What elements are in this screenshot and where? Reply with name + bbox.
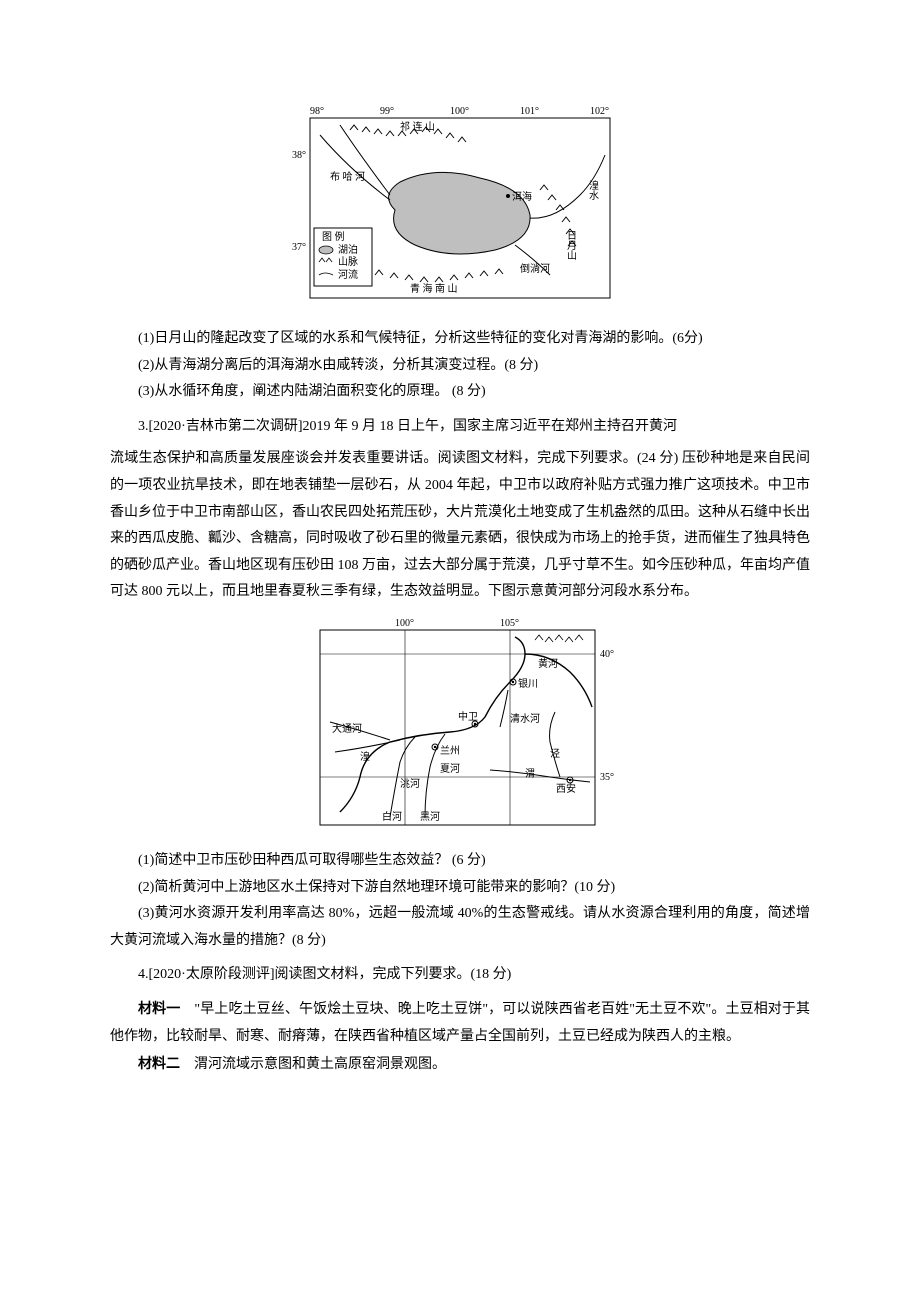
q2-sub3: (3)从水循环角度，阐述内陆湖泊面积变化的原理。 (8 分) <box>110 379 810 406</box>
r-xia: 夏河 <box>440 763 460 775</box>
legend-mtn: 山脉 <box>338 255 358 268</box>
r-qingshui: 清水河 <box>510 712 540 725</box>
label-riyue: 日月山 <box>565 230 577 260</box>
lon-101: 101° <box>520 106 539 117</box>
c-yinchuan: 银川 <box>518 677 538 690</box>
lat-38: 38° <box>292 150 306 161</box>
r-bai: 白河 <box>382 810 402 823</box>
label-erhai: 洱海 <box>512 190 532 203</box>
material-1-label: 材料一 <box>138 1000 180 1016</box>
q4-head: 4.[2020·太原阶段测评]阅读图文材料，完成下列要求。(18 分) <box>110 962 810 989</box>
r-huang: 湟 <box>360 750 370 763</box>
r-tao: 洮河 <box>400 777 420 790</box>
label-qilian: 祁 连 山 <box>400 120 435 133</box>
label-huangshui: 湟水 <box>587 179 599 200</box>
lon-100: 100° <box>450 106 469 117</box>
legend-lake: 湖泊 <box>338 244 358 256</box>
q3-sub3: (3)黄河水资源开发利用率高达 80%，远超一般流域 40%的生态警戒线。请从水… <box>110 901 810 954</box>
label-buha: 布 哈 河 <box>330 170 365 183</box>
label-qinghainan: 青 海 南 山 <box>410 282 458 295</box>
lat-40-2: 40° <box>600 649 614 660</box>
lat-37: 37° <box>292 242 306 253</box>
c-xian: 西安 <box>556 782 576 795</box>
lon-105-2: 105° <box>500 618 519 629</box>
q3-head: 3.[2020·吉林市第二次调研]2019 年 9 月 18 日上午，国家主席习… <box>110 414 810 441</box>
material-2-text: 渭河流域示意图和黄土高原窑洞景观图。 <box>180 1057 446 1072</box>
r-jing: 泾 <box>550 747 560 760</box>
r-hei: 黑河 <box>420 811 440 823</box>
lon-102: 102° <box>590 106 609 117</box>
material-2-label: 材料二 <box>138 1055 180 1071</box>
qinghai-lake-map: 98° 99° 100° 101° 102° 38° 37° 祁 连 山 布 哈… <box>280 100 640 320</box>
q2-sub1: (1)日月山的隆起改变了区域的水系和气候特征，分析这些特征的变化对青海湖的影响。… <box>110 326 810 353</box>
r-huanghe: 黄河 <box>538 657 558 670</box>
yellow-river-map: 100° 105° 40° 35° 黄河 银川 中卫 兰州 <box>300 612 620 842</box>
c-lanzhou: 兰州 <box>440 744 460 757</box>
q3-body: 流域生态保护和高质量发展座谈会并发表重要讲话。阅读图文材料，完成下列要求。(24… <box>110 446 810 606</box>
legend-river: 河流 <box>338 268 358 281</box>
r-datong: 大通河 <box>332 722 362 735</box>
material-1-text: "早上吃土豆丝、午饭烩土豆块、晚上吃土豆饼"，可以说陕西省老百姓"无土豆不欢"。… <box>110 1002 810 1044</box>
q3-sub1: (1)简述中卫市压砂田种西瓜可取得哪些生态效益？ (6 分) <box>110 848 810 875</box>
lat-35-2: 35° <box>600 772 614 783</box>
lon-100-2: 100° <box>395 618 414 629</box>
label-daotang: 倒淌河 <box>520 262 550 275</box>
material-2: 材料二 渭河流域示意图和黄土高原窑洞景观图。 <box>110 1050 810 1079</box>
q2-sub2: (2)从青海湖分离后的洱海湖水由咸转淡，分析其演变过程。(8 分) <box>110 353 810 380</box>
q3-sub2: (2)简析黄河中上游地区水土保持对下游自然地理环境可能带来的影响？(10 分) <box>110 875 810 902</box>
material-1: 材料一 "早上吃土豆丝、午饭烩土豆块、晚上吃土豆饼"，可以说陕西省老百姓"无土豆… <box>110 995 810 1050</box>
r-wei: 渭 <box>525 768 535 780</box>
lon-98: 98° <box>310 106 324 117</box>
legend-title: 图 例 <box>322 230 345 243</box>
c-zhongwei: 中卫 <box>458 710 478 723</box>
lon-99: 99° <box>380 106 394 117</box>
